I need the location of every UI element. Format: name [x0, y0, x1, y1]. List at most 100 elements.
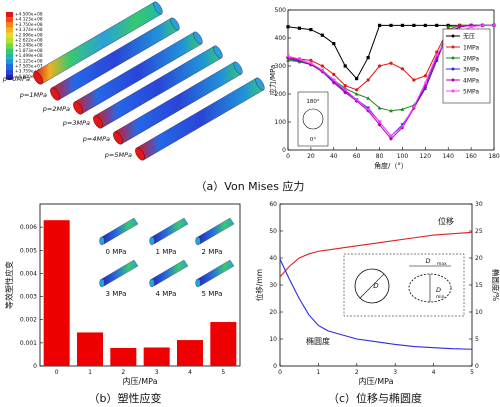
pipe-end [255, 77, 265, 91]
data-point [343, 84, 347, 88]
plastic-strain-chart: 0 0.001 0.002 0.003 0.004 0.005 0.006 0 1 2 3 4 5 内压/… [0, 196, 250, 386]
legend-swatch [6, 48, 13, 54]
legend-swatch [6, 53, 13, 59]
y-tick-label: 40 [269, 255, 277, 262]
pipe-group: p=0MPa p=1MPa p=2MPa p=3MPa p=4MPa p=5MPa [2, 1, 265, 161]
legend-label: 4MPa [463, 78, 479, 85]
stress-angle-chart: 0 20 40 60 80 100 120 140 160 180 0 100 200 300 400 500… [268, 0, 500, 175]
data-point [400, 67, 405, 71]
legend-value: +4.500e+08 [15, 12, 43, 18]
caption-a: （a）Von Mises 应力 [195, 180, 305, 193]
y2-tick-label: 20 [475, 255, 483, 262]
mini-pipe-label: 4 MPa [156, 290, 177, 298]
pipe-contour-figure: +4.500e+08 +4.123e+08 +3.750e+08 +3.374e+08… [0, 0, 270, 175]
mini-pipe-body [195, 259, 235, 287]
data-point [411, 104, 416, 109]
mini-pipe-3: 3 MPa [99, 259, 139, 298]
bar [210, 322, 237, 366]
inset-ellipse [408, 273, 452, 303]
pipe-label: p=2MPa [42, 105, 70, 113]
y-tick-label: 0.001 [20, 340, 37, 347]
data-point [389, 136, 393, 141]
pipe-end [50, 87, 60, 101]
legend-value: +1.499e+08 [15, 53, 43, 59]
mini-pipe-0: 0 MPa [99, 217, 139, 256]
y-tick-label: 0.005 [20, 247, 37, 254]
mini-pipe-end [99, 278, 105, 288]
data-point [320, 68, 324, 73]
inset-label-top: 180° [306, 99, 319, 105]
data-point [377, 106, 382, 110]
inset-label-dmin-sub: min [436, 294, 445, 300]
inset-label-dmax-sub: max [437, 262, 447, 267]
legend-box [442, 28, 491, 104]
y-axis-label: 位移/mm [254, 269, 264, 301]
data-point [308, 61, 313, 66]
legend-swatch [6, 27, 13, 33]
data-point [412, 78, 416, 82]
inset-label-dmax: D [425, 257, 430, 265]
data-point [354, 97, 359, 102]
legend-label: 1MPa [463, 45, 479, 52]
data-point [400, 23, 405, 27]
inset-label-bottom: 0° [310, 137, 316, 143]
pipe-2: p=2MPa [42, 31, 203, 115]
x-axis-label: 内压/MPa [123, 376, 158, 386]
mini-pipe-label: 5 MPa [202, 290, 223, 298]
caption-c: （c）位移与椭圆度 [327, 392, 423, 405]
inset-circle [302, 108, 324, 130]
mini-pipe-end [99, 236, 105, 246]
y-tick-label: 300 [275, 63, 287, 70]
x-tick-label: 2 [355, 369, 359, 376]
legend-value: +2.996e+08 [15, 32, 43, 38]
pipe-end [153, 1, 163, 15]
data-point [469, 24, 473, 29]
data-point [446, 24, 451, 29]
pipe-label: p=0MPa [2, 75, 30, 83]
data-point [355, 77, 359, 81]
data-point [331, 78, 336, 82]
mini-pipe-5: 5 MPa [195, 259, 235, 298]
legend-value: +1.125e+08 [15, 58, 43, 64]
pipe-end [113, 131, 123, 145]
x-tick-label: 4 [432, 369, 436, 376]
legend-value: +0.000e+00 [15, 74, 43, 80]
legend-swatch [6, 32, 13, 38]
x-tick-label: 40 [330, 153, 338, 160]
y-tick-label: 0.003 [20, 294, 37, 301]
y-tick-label: 60 [269, 201, 277, 208]
pipe-end [33, 71, 43, 85]
inset-label-d: D [373, 282, 379, 290]
x-tick-label: 100 [397, 153, 409, 160]
x-tick-label: 5 [221, 369, 225, 376]
legend-swatch [6, 22, 13, 28]
y2-tick-label: 30 [475, 201, 483, 208]
data-point [423, 74, 427, 78]
pipe-contour-svg: +4.500e+08+4.123e+08+3.750e+08+3.374e+08… [2, 1, 265, 161]
y-tick-label: 0.006 [20, 224, 37, 231]
x-tick-label: 3 [155, 369, 159, 376]
displacement-ovality-chart: 0 1 2 3 4 5 0 10 20 30 40 50 60 0 5 10 15 20 25 30 内压/MPa 位移/… [250, 196, 500, 386]
x-tick-label: 4 [188, 369, 192, 376]
data-point [343, 87, 347, 92]
y2-tick-label: 5 [475, 336, 479, 343]
pipe-4: p=4MPa [82, 61, 243, 145]
displacement-ovality-svg: 0 1 2 3 4 50102030405060051015202530内压/MPa位移/… [254, 201, 500, 386]
plot-frame [39, 203, 241, 367]
series-line-0 [279, 231, 473, 278]
mini-pipe-end [149, 278, 155, 288]
y-tick-label: 0.004 [20, 270, 37, 277]
data-point [389, 61, 393, 65]
x-tick-label: 1 [316, 369, 320, 376]
series-line-1 [279, 258, 473, 350]
x-tick-label: 0 [55, 369, 59, 376]
pipe-end [213, 45, 223, 59]
x-tick-label: 60 [353, 153, 361, 160]
data-point [320, 64, 324, 68]
data-point [400, 124, 405, 129]
x-tick-label: 120 [420, 153, 432, 160]
data-point [423, 83, 428, 88]
x-tick-label: 180 [488, 153, 500, 160]
pipe-label: p=1MPa [19, 91, 47, 99]
data-point [343, 90, 348, 95]
